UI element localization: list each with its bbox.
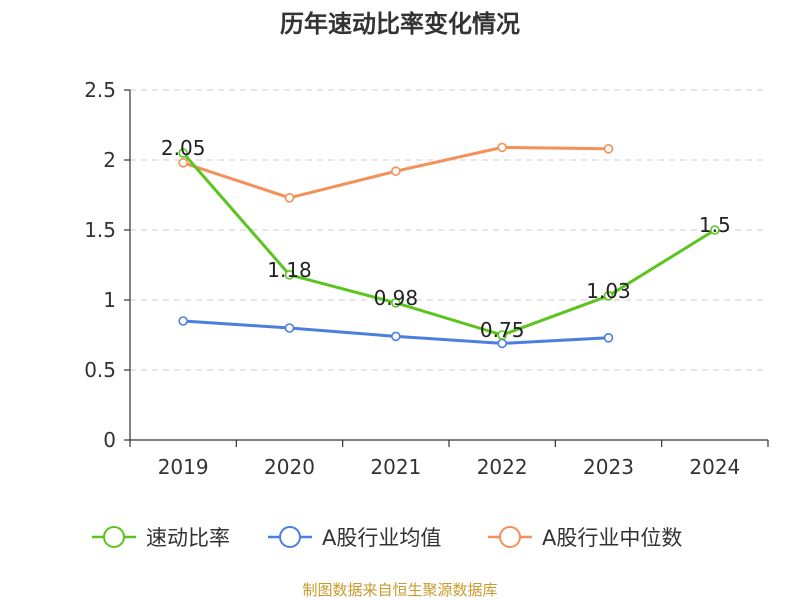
data-point [178, 148, 188, 158]
x-tick-label: 2022 [477, 455, 528, 479]
y-tick-label: 2.5 [84, 78, 116, 102]
y-tick-label: 0.5 [84, 358, 116, 382]
data-point [391, 166, 401, 176]
source-note: 制图数据来自恒生聚源数据库 [302, 581, 497, 599]
series-line-0 [182, 152, 716, 337]
data-point [603, 144, 614, 154]
legend-label: A股行业中位数 [542, 526, 682, 550]
data-point [603, 290, 614, 301]
data-point [497, 330, 507, 340]
data-point [178, 158, 188, 168]
legend-item-1[interactable]: A股行业均值 [268, 526, 441, 550]
data-label: 2.05 [161, 136, 206, 160]
data-label: 0.98 [374, 286, 419, 310]
data-point [391, 297, 401, 308]
data-label: 1.03 [586, 279, 631, 303]
data-point [497, 142, 507, 153]
data-point [284, 269, 295, 280]
data-label: 0.75 [480, 318, 525, 342]
data-point [284, 193, 295, 203]
y-tick-label: 0 [103, 428, 116, 452]
legend-label: 速动比率 [146, 526, 230, 550]
data-point [603, 332, 614, 343]
series [178, 142, 720, 349]
grid [130, 89, 768, 371]
y-tick-label: 2 [103, 148, 116, 172]
data-point [178, 316, 188, 326]
y-tick-label: 1 [103, 288, 116, 312]
legend-marker-icon [279, 526, 301, 548]
data-point [284, 323, 295, 333]
x-tick-label: 2020 [264, 455, 315, 479]
legend-marker-icon [103, 526, 125, 548]
data-point [710, 225, 720, 235]
legend-marker-icon [499, 526, 521, 548]
y-tick-label: 1.5 [84, 218, 116, 242]
data-point [391, 331, 401, 342]
data-label: 1.18 [267, 258, 312, 282]
x-tick-label: 2024 [689, 455, 740, 479]
x-tick-label: 2023 [583, 455, 634, 479]
legend-item-0[interactable]: 速动比率 [92, 526, 230, 550]
data-label: 1.5 [699, 213, 731, 237]
x-tick-label: 2019 [158, 455, 209, 479]
chart-title: 历年速动比率变化情况 [280, 10, 520, 38]
legend[interactable]: 速动比率 A股行业均值 A股行业中位数 [92, 526, 682, 550]
legend-label: A股行业均值 [322, 526, 441, 550]
axes: 0 0.5 1 1.5 2 2.5 2019 2020 2021 2022 2023 2024 [84, 78, 769, 479]
data-labels: 2.05 1.18 0.98 0.75 1.03 1.5 [161, 136, 731, 342]
x-tick-label: 2021 [370, 455, 421, 479]
legend-item-2[interactable]: A股行业中位数 [488, 526, 682, 550]
